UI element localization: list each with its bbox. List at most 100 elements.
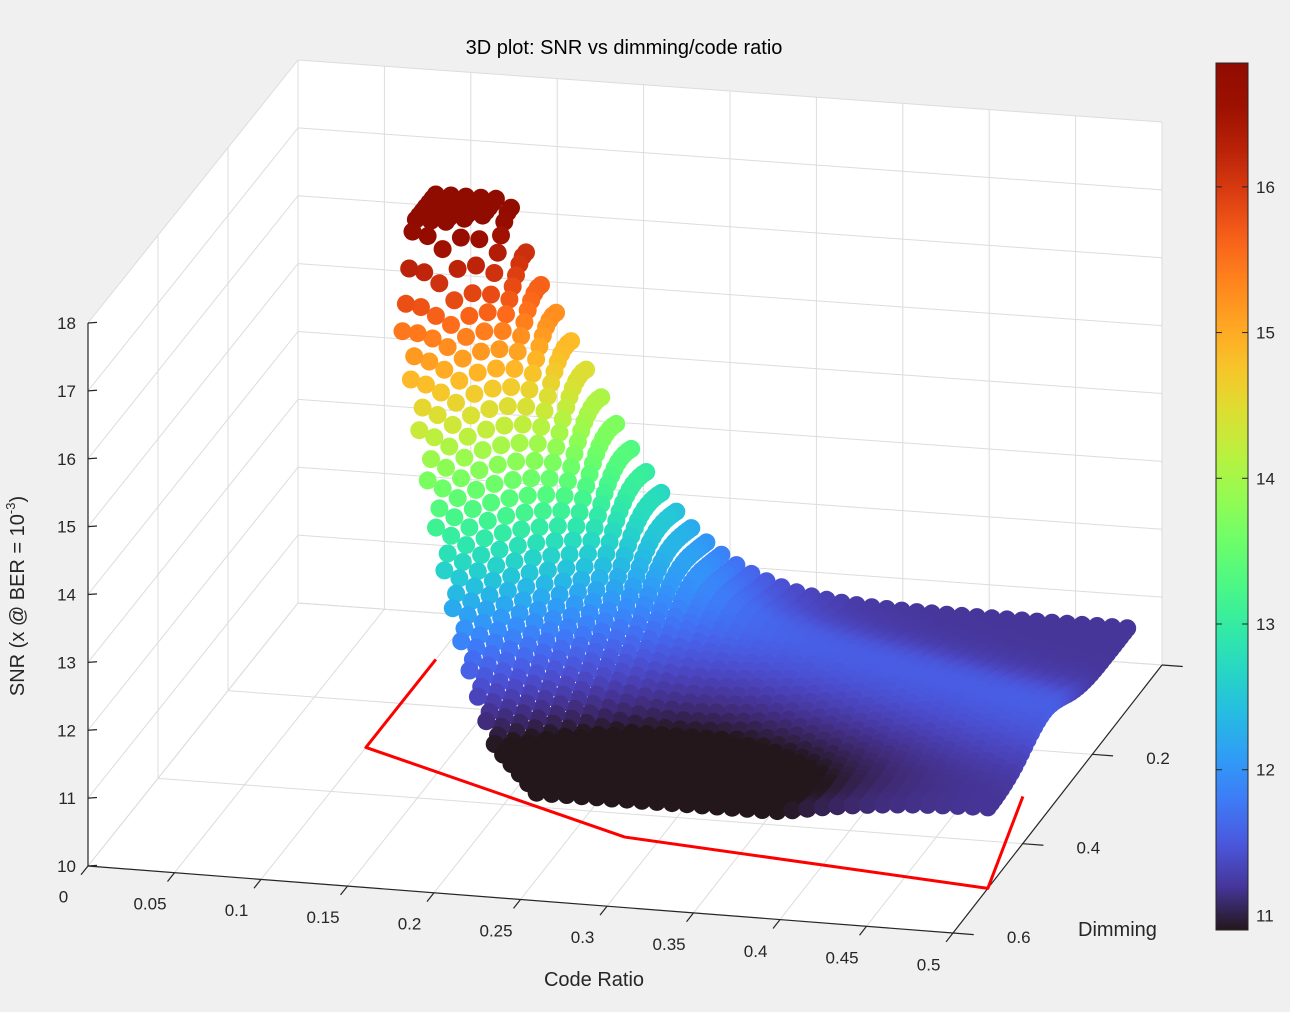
data-point xyxy=(442,526,461,545)
data-point xyxy=(538,387,557,406)
data-point xyxy=(567,517,586,536)
data-point xyxy=(440,437,459,456)
colorbar: 11 12 13 14 15 16 xyxy=(1215,62,1275,931)
region-outline xyxy=(364,658,1025,890)
z-tick xyxy=(87,796,98,799)
y-tick-label: 0.4 xyxy=(1077,839,1101,858)
data-point xyxy=(455,448,474,467)
data-point xyxy=(738,799,757,818)
x-tick xyxy=(686,912,694,923)
z-tick-label: 16 xyxy=(57,450,76,469)
data-point xyxy=(507,452,526,471)
data-point xyxy=(508,342,527,361)
data-point xyxy=(473,206,492,225)
data-point xyxy=(510,434,529,452)
data-point xyxy=(490,540,509,559)
data-point xyxy=(438,338,457,357)
data-point xyxy=(520,380,539,399)
data-point xyxy=(557,786,576,804)
data-point xyxy=(515,313,534,332)
x-tick-label: 0.35 xyxy=(653,935,686,954)
data-point xyxy=(455,209,474,228)
data-point xyxy=(470,230,489,249)
z-tick xyxy=(87,729,98,731)
chart-title: 3D plot: SNR vs dimming/code ratio xyxy=(466,37,783,59)
data-point xyxy=(443,415,462,434)
data-point xyxy=(505,359,524,378)
data-point xyxy=(647,792,666,811)
data-point xyxy=(423,329,442,348)
data-point xyxy=(438,544,457,563)
data-point xyxy=(512,327,531,346)
data-point xyxy=(602,789,621,808)
data-point xyxy=(416,375,435,394)
data-point xyxy=(462,592,481,611)
data-point xyxy=(528,434,547,453)
data-point xyxy=(447,584,466,603)
data-point xyxy=(500,489,519,508)
data-point xyxy=(445,508,464,527)
data-point xyxy=(858,795,877,814)
data-point xyxy=(415,263,434,282)
data-point xyxy=(475,322,494,341)
data-point xyxy=(570,503,589,522)
data-point xyxy=(873,795,892,814)
data-point xyxy=(502,567,521,586)
data-point xyxy=(798,799,817,818)
data-point xyxy=(467,480,486,499)
data-point xyxy=(393,322,412,341)
data-point xyxy=(495,416,514,435)
colorbar-bar xyxy=(1215,62,1249,931)
data-point xyxy=(963,797,982,816)
z-tick-label: 17 xyxy=(57,382,76,401)
z-tick xyxy=(87,593,98,596)
data-point xyxy=(453,553,472,571)
x-tick-label: 0.3 xyxy=(571,928,595,947)
data-point xyxy=(485,474,504,493)
data-point xyxy=(488,243,507,262)
data-point xyxy=(420,352,439,371)
data-point xyxy=(453,349,472,368)
x-tick-label: 0.4 xyxy=(744,942,768,961)
tick-labels: 00.050.10.150.20.250.30.350.40.450.500.2… xyxy=(57,314,1225,974)
y-tick xyxy=(1092,753,1114,757)
data-point xyxy=(678,795,696,814)
data-point xyxy=(555,486,574,505)
data-point xyxy=(445,291,464,310)
data-point xyxy=(425,428,444,447)
data-point xyxy=(478,303,497,322)
data-point xyxy=(468,363,487,382)
data-point xyxy=(572,787,591,806)
x-tick xyxy=(859,925,867,936)
data-point xyxy=(523,364,542,383)
data-point xyxy=(525,451,544,470)
data-point xyxy=(422,450,440,469)
x-tick-label: 0.15 xyxy=(306,908,339,927)
x-tick xyxy=(599,905,608,916)
grid-line xyxy=(87,195,299,460)
data-point xyxy=(460,518,479,537)
x-tick-label: 0.1 xyxy=(225,901,249,920)
scatter-points xyxy=(393,185,1137,821)
z-tick-label: 18 xyxy=(57,314,76,333)
tick-marks xyxy=(80,321,1183,943)
z-tick xyxy=(87,389,98,392)
data-point xyxy=(512,520,531,539)
data-point xyxy=(552,502,571,520)
grid-line xyxy=(297,59,1163,123)
data-point xyxy=(587,788,606,807)
data-point xyxy=(413,398,432,417)
data-point xyxy=(573,489,592,508)
data-point xyxy=(522,469,541,488)
data-point xyxy=(433,240,452,259)
data-point xyxy=(545,532,564,551)
colorbar-tick-label: 15 xyxy=(1256,324,1275,343)
grid-line xyxy=(87,331,299,595)
data-point xyxy=(403,222,422,241)
grid-line xyxy=(157,777,1023,845)
x-tick xyxy=(772,919,781,929)
x-tick xyxy=(426,892,435,903)
data-point xyxy=(483,571,502,590)
data-point xyxy=(558,472,577,491)
data-point xyxy=(426,306,445,325)
